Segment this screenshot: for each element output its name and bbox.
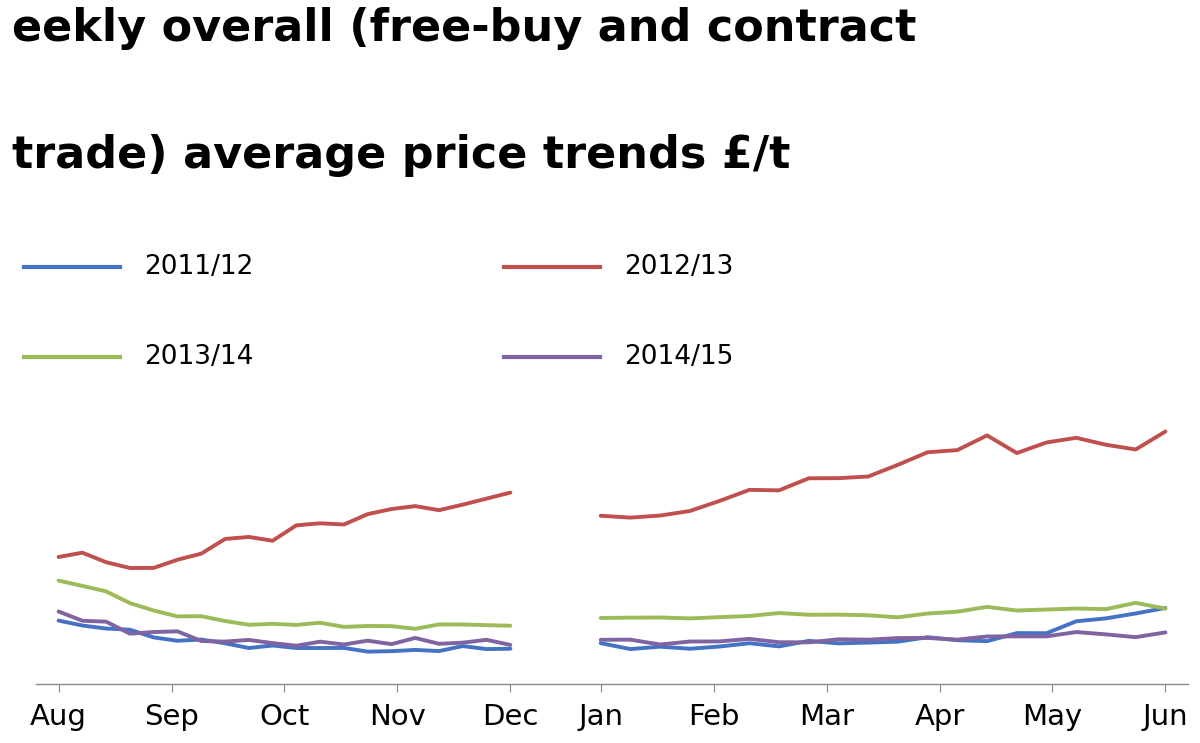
Text: 2013/14: 2013/14: [144, 344, 253, 369]
Text: 2012/13: 2012/13: [624, 255, 733, 280]
Text: 2011/12: 2011/12: [144, 255, 253, 280]
Text: eekly overall (free-buy and contract: eekly overall (free-buy and contract: [12, 7, 917, 51]
Text: 2014/15: 2014/15: [624, 344, 733, 369]
Text: trade) average price trends £/t: trade) average price trends £/t: [12, 134, 791, 177]
